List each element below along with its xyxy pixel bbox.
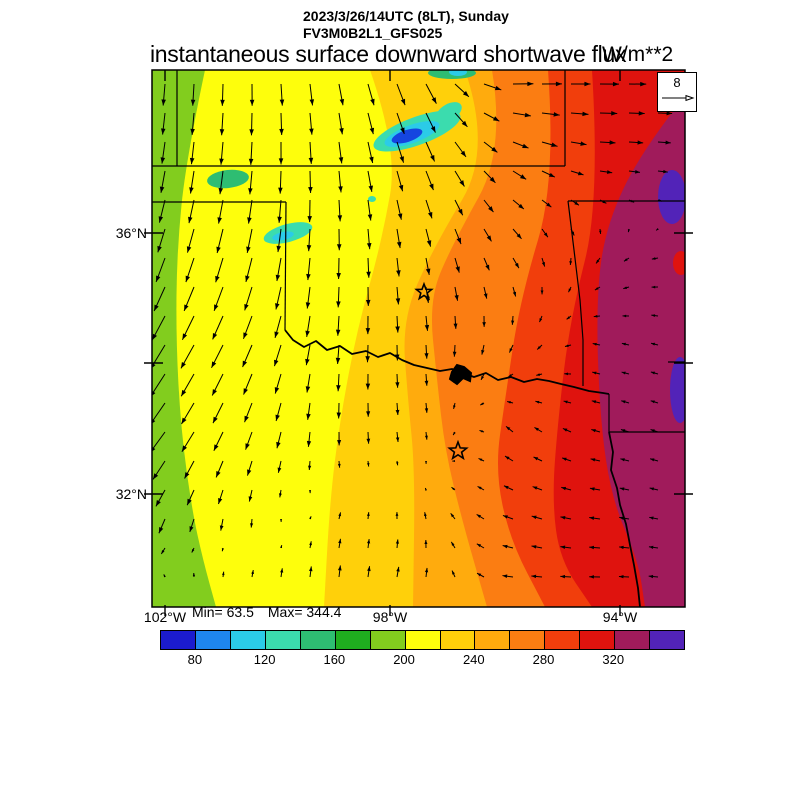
min-value: Min= 63.5 xyxy=(192,604,254,620)
colorbar-cell xyxy=(161,631,196,649)
lat-label: 36°N xyxy=(115,225,147,241)
colorbar-cell xyxy=(510,631,546,649)
stats-line: Min= 63.5 Max= 344.4 xyxy=(192,604,355,620)
map-clipped-content xyxy=(152,70,685,607)
colorbar-tick-label: 320 xyxy=(602,652,625,667)
lat-label: 32°N xyxy=(115,486,147,502)
colorbar-cell xyxy=(370,631,406,649)
wind-reference-arrow-icon xyxy=(662,94,695,102)
wind-arrows xyxy=(152,81,674,579)
colorbar-tick-label: 200 xyxy=(393,652,415,667)
colorbar-cell xyxy=(265,631,301,649)
colorbar-cell xyxy=(545,631,581,649)
colorbar-cell xyxy=(405,631,441,649)
colorbar-cell xyxy=(300,631,336,649)
colorbar-cell xyxy=(650,631,685,649)
colorbar-cell xyxy=(230,631,266,649)
model-title: FV3M0B2L1_GFS025 xyxy=(303,25,443,41)
page-title: instantaneous surface downward shortwave… xyxy=(150,41,627,67)
colorbar-cell xyxy=(335,631,371,649)
colorbar-tick-label: 160 xyxy=(323,652,346,667)
units-label: W/m**2 xyxy=(602,43,674,66)
wind-reference-value: 8 xyxy=(673,75,681,90)
colorbar-tick-label: 120 xyxy=(253,652,276,667)
datetime-title: 2023/3/26/14UTC (8LT), Sunday xyxy=(303,8,509,24)
colorbar-cell xyxy=(195,631,231,649)
colorbar-cell xyxy=(580,631,616,649)
wind-reference-legend: 8 xyxy=(657,72,697,112)
colorbar-tick-label: 280 xyxy=(532,652,555,667)
lon-label: 98°W xyxy=(372,609,408,625)
lon-label: 94°W xyxy=(602,609,638,625)
colorbar-cell xyxy=(440,631,476,649)
colorbar-cell xyxy=(475,631,511,649)
colorbar-cell xyxy=(615,631,651,649)
max-value: Max= 344.4 xyxy=(267,604,342,620)
colorbar xyxy=(160,630,685,650)
colorbar-tick-label: 240 xyxy=(462,652,485,667)
colorbar-tick-label: 80 xyxy=(187,652,203,667)
lon-label: 102°W xyxy=(143,609,187,625)
axis-ticks xyxy=(144,70,693,616)
